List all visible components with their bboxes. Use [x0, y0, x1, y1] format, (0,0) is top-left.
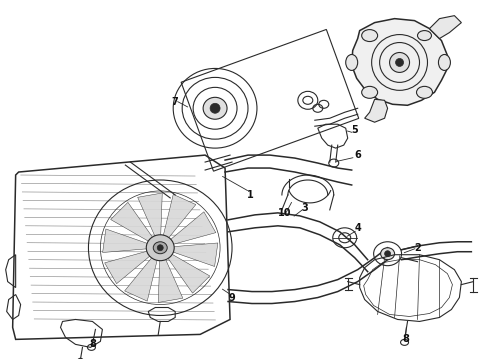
Polygon shape [172, 243, 218, 266]
Text: 1: 1 [246, 190, 253, 200]
Text: 3: 3 [301, 203, 308, 213]
Text: 8: 8 [402, 334, 409, 345]
Polygon shape [111, 202, 153, 242]
Polygon shape [169, 212, 216, 245]
Text: 5: 5 [351, 125, 358, 135]
Polygon shape [352, 19, 447, 105]
Text: 10: 10 [278, 208, 292, 218]
Ellipse shape [210, 103, 220, 113]
Ellipse shape [362, 30, 378, 41]
Polygon shape [102, 229, 149, 252]
Polygon shape [163, 194, 196, 239]
Text: 9: 9 [229, 293, 235, 302]
Polygon shape [138, 193, 162, 238]
Text: 4: 4 [354, 223, 361, 233]
Text: 7: 7 [172, 97, 178, 107]
Polygon shape [167, 253, 210, 293]
Ellipse shape [362, 86, 378, 98]
Ellipse shape [147, 235, 174, 261]
Polygon shape [124, 256, 158, 301]
Text: 6: 6 [354, 150, 361, 160]
Polygon shape [365, 99, 388, 122]
Ellipse shape [439, 54, 450, 71]
Ellipse shape [346, 54, 358, 71]
Polygon shape [105, 251, 151, 284]
Bar [181, 30, 359, 171]
Ellipse shape [203, 97, 227, 119]
Ellipse shape [416, 86, 433, 98]
Polygon shape [429, 15, 462, 39]
Polygon shape [158, 258, 183, 302]
Ellipse shape [157, 245, 163, 251]
Ellipse shape [385, 251, 391, 257]
Ellipse shape [381, 248, 394, 260]
Ellipse shape [395, 58, 404, 67]
Text: 2: 2 [414, 243, 421, 253]
Ellipse shape [153, 242, 167, 254]
Ellipse shape [390, 53, 410, 72]
Text: 8: 8 [89, 339, 96, 349]
Ellipse shape [417, 31, 432, 41]
